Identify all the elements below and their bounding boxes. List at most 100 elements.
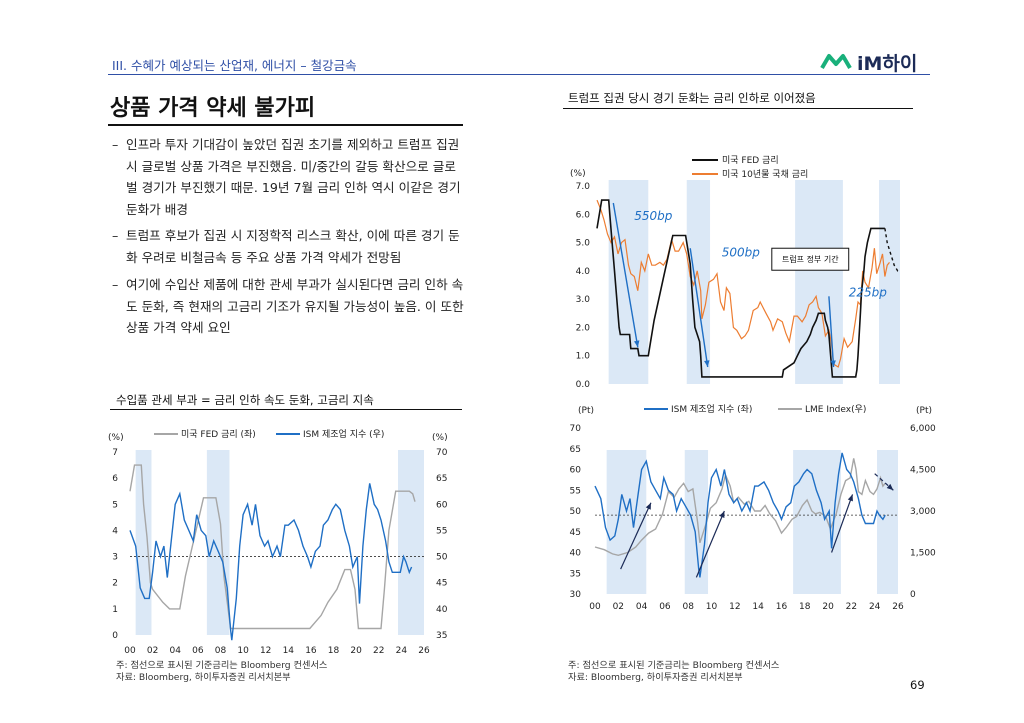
annotation-arrowhead	[634, 340, 640, 348]
footnote-bottom-left: 주: 점선으로 표시된 기준금리는 Bloomberg 컨센서스 자료: Blo…	[116, 660, 327, 684]
x-tick-label: 20	[350, 646, 362, 656]
annotation-label: 500bp	[722, 246, 761, 260]
y-tick-label: 5.0	[576, 239, 591, 249]
x-tick-label: 06	[659, 602, 671, 612]
y-tick-label-left: 55	[570, 486, 581, 496]
header-rule	[108, 74, 930, 75]
y-tick-label: 3.0	[576, 295, 591, 305]
panel-rule	[110, 409, 462, 410]
trend-arrowhead	[886, 483, 894, 491]
trend-arrowhead	[719, 511, 725, 518]
y-tick-label: 0.0	[576, 380, 591, 390]
x-tick-label: 18	[328, 646, 340, 656]
legend-label: ISM 제조업 지수 (우)	[303, 429, 384, 440]
y-axis-unit-right: (Pt)	[916, 406, 932, 416]
shaded-period	[879, 180, 900, 384]
annotation-label: 225bp	[849, 285, 888, 299]
chart-ism-vs-lme: (Pt) (Pt) 30 35 40 45 50 55 60 65 70 0 1,500 3,000 4,5…	[570, 404, 936, 612]
y-tick-label-right: 1,500	[910, 549, 936, 559]
y-tick-label: 1.0	[576, 352, 591, 362]
brand-logo: iM하이	[857, 53, 918, 75]
y-tick-label-right: 50	[436, 553, 448, 563]
y-tick-label-left: 70	[570, 424, 582, 434]
series-line-fed	[596, 199, 885, 378]
y-tick-label-right: 6,000	[910, 424, 936, 434]
y-axis-unit: (%)	[570, 169, 586, 179]
page-number: 69	[910, 678, 925, 692]
series-line-fed	[129, 464, 416, 630]
x-tick-label: 02	[613, 602, 624, 612]
y-axis-unit-left: (Pt)	[578, 406, 594, 416]
x-tick-label: 04	[170, 646, 182, 656]
legend-label: 미국 FED 금리	[722, 155, 779, 166]
trend-arrow	[831, 494, 854, 553]
y-tick-label-left: 60	[570, 466, 582, 476]
y-tick-label-right: 70	[436, 448, 448, 458]
x-tick-label: 04	[636, 602, 648, 612]
panel-title-bottom-left: 수입품 관세 부과 = 금리 인하 속도 둔화, 고금리 지속	[116, 393, 374, 407]
bullet-1: – 인프라 투자 기대감이 높았던 집권 초기를 제외하고 트럼프 집권 시 글…	[112, 134, 464, 220]
x-tick-label: 18	[799, 602, 811, 612]
headline-rule	[108, 124, 463, 126]
trend-arrowhead	[645, 502, 651, 510]
shaded-period	[877, 450, 898, 594]
bullet-text: 여기에 수입산 제품에 대한 관세 부과가 실시된다면 금리 인하 속도 둔화,…	[126, 277, 464, 335]
shaded-period	[397, 450, 424, 635]
logo-mark-icon	[820, 54, 852, 70]
y-tick-label: 6.0	[576, 210, 591, 220]
x-tick-label: 26	[892, 602, 904, 612]
y-tick-label-left: 0	[112, 631, 118, 641]
legend-label: 미국 FED 금리 (좌)	[181, 429, 256, 440]
y-tick-label-left: 7	[112, 448, 118, 458]
x-tick-label: 00	[124, 646, 136, 656]
legend-label: LME Index(우)	[805, 404, 866, 415]
series-line-ism	[594, 452, 886, 578]
shaded-period	[135, 450, 152, 635]
annotation-arrowhead	[704, 360, 710, 368]
footnote-right: 주: 점선으로 표시된 기준금리는 Bloomberg 컨센서스 자료: Blo…	[568, 660, 779, 684]
y-tick-label: 2.0	[576, 323, 591, 333]
x-tick-label: 22	[373, 646, 384, 656]
bullet-text: 트럼프 후보가 집권 시 지정학적 리스크 확산, 이에 따른 경기 둔화 우려…	[126, 228, 460, 265]
panel-title-top-right: 트럼프 집권 당시 경기 둔화는 금리 인하로 이어졌음	[568, 91, 816, 105]
footnote-note: 주: 점선으로 표시된 기준금리는 Bloomberg 컨센서스	[116, 660, 328, 671]
bullet-3: – 여기에 수입산 제품에 대한 관세 부과가 실시된다면 금리 인하 속도 둔…	[112, 274, 464, 339]
shaded-period	[684, 450, 709, 594]
y-tick-label-right: 3,000	[910, 507, 936, 517]
y-tick-label: 4.0	[576, 267, 591, 277]
x-tick-label: 10	[706, 602, 718, 612]
bullet-dash: –	[112, 277, 119, 292]
x-tick-label: 02	[147, 646, 158, 656]
series-line-fed-consensus	[884, 228, 900, 272]
x-tick-label: 26	[418, 646, 430, 656]
x-tick-label: 24	[869, 602, 881, 612]
bullet-dash: –	[112, 228, 119, 243]
y-tick-label-right: 40	[436, 605, 448, 615]
y-tick-label-right: 60	[436, 500, 448, 510]
series-line-ism	[129, 483, 413, 641]
footnote-source: 자료: Bloomberg, 하이투자증권 리서치본부	[568, 672, 743, 683]
x-tick-label: 22	[846, 602, 857, 612]
legend-label: 미국 10년물 국채 금리	[722, 169, 808, 180]
x-tick-label: 14	[752, 602, 764, 612]
bullet-dash: –	[112, 137, 119, 152]
note-box-label: 트럼프 정부 기간	[782, 254, 839, 264]
x-tick-label: 20	[822, 602, 834, 612]
y-tick-label-left: 2	[112, 579, 118, 589]
y-tick-label-right: 65	[436, 474, 447, 484]
shaded-period	[606, 450, 647, 594]
y-tick-label-right: 0	[910, 590, 916, 600]
y-tick-label-left: 1	[112, 605, 118, 615]
shaded-period	[206, 450, 230, 635]
trend-arrow	[695, 510, 725, 578]
series-line-lme	[594, 458, 886, 557]
y-tick-label-right: 4,500	[910, 466, 936, 476]
annotation-label: 550bp	[634, 209, 673, 223]
footnote-note: 주: 점선으로 표시된 기준금리는 Bloomberg 컨센서스	[568, 660, 780, 671]
x-tick-label: 12	[729, 602, 740, 612]
y-tick-label-left: 35	[570, 569, 581, 579]
y-axis-unit-left: (%)	[108, 433, 124, 443]
x-tick-label: 08	[683, 602, 695, 612]
